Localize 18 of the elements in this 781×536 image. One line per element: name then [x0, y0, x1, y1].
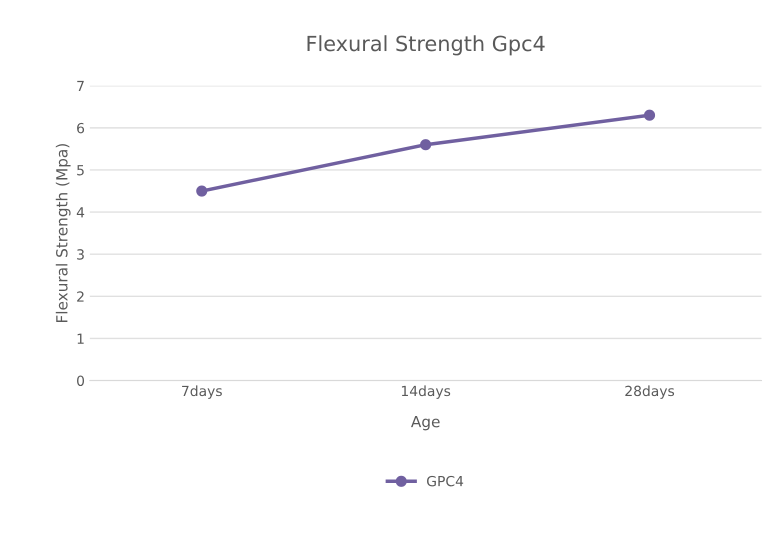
x-tick-label: 28days: [625, 385, 674, 399]
y-tick-label: 6: [77, 122, 84, 134]
x-tick-label: 7days: [182, 385, 222, 399]
x-tick-label: 14days: [402, 385, 450, 399]
x-axis-title: Age: [410, 416, 440, 430]
y-axis-title: Flexural Strength (Mpa): [56, 144, 71, 322]
y-tick-label: 2: [77, 291, 84, 302]
point: [420, 139, 432, 150]
point: [644, 110, 656, 121]
chart-title: Flexural Strength Gpc4: [308, 35, 545, 56]
y-tick-label: 7: [77, 80, 84, 92]
y-tick-label: 1: [78, 334, 84, 344]
legend-label: GPC4: [427, 476, 464, 486]
y-tick-label: 0: [77, 376, 84, 386]
point: [196, 185, 208, 197]
y-tick-label: 5: [77, 165, 84, 176]
y-tick-label: 3: [77, 249, 84, 260]
y-tick-label: 4: [76, 207, 84, 218]
